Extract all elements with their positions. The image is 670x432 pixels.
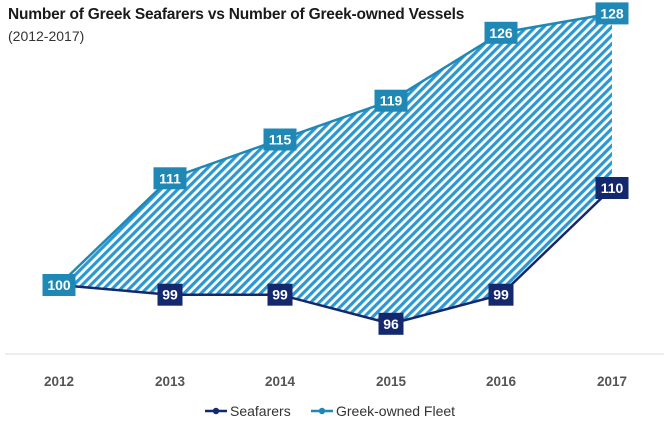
x-tick-label: 2015: [376, 374, 407, 389]
fleet-data-label: 119: [374, 89, 408, 112]
seafarers-label-text: 99: [272, 287, 288, 303]
fleet-label-box: [153, 167, 187, 190]
fleet-label-box: [374, 89, 408, 112]
fleet-label-text: 128: [600, 5, 624, 21]
seafarers-label-box: [378, 312, 404, 335]
x-tick-label: 2014: [265, 374, 296, 389]
seafarers-data-label: 110: [595, 177, 629, 199]
seafarers-label-text: 110: [601, 180, 624, 196]
seafarers-label-box: [267, 283, 293, 306]
fleet-label-text: 119: [380, 93, 403, 109]
seafarers-label-box: [488, 283, 514, 306]
legend-item-fleet: Greek-owned Fleet: [311, 403, 455, 419]
seafarers-label-text: 96: [383, 316, 399, 332]
seafarers-legend-marker: [212, 407, 220, 415]
fleet-legend-marker: [318, 407, 326, 415]
fleet-label-box: [595, 2, 629, 25]
legend-item-seafarers: Seafarers: [205, 403, 291, 419]
seafarers-legend-label: Seafarers: [230, 403, 291, 419]
fleet-data-label: 126: [484, 21, 518, 44]
x-tick-label: 2016: [486, 374, 517, 389]
fleet-label-text: 126: [489, 25, 513, 41]
chart-subtitle: (2012-2017): [8, 28, 85, 44]
fleet-label-box: [263, 128, 297, 151]
seafarers-line: [58, 187, 613, 326]
fleet-label-box: [42, 274, 76, 296]
seafarers-label-box: [595, 177, 629, 199]
seafarers-data-label: 99: [267, 283, 293, 306]
fleet-data-label: 111: [153, 167, 187, 190]
fleet-line: [58, 12, 613, 286]
x-tick-label: 2012: [44, 374, 74, 389]
chart-title: Number of Greek Seafarers vs Number of G…: [8, 6, 465, 23]
area-fill: [59, 13, 612, 324]
fleet-data-label: 128: [595, 2, 629, 25]
seafarers-data-label: 96: [378, 312, 404, 335]
seafarers-label-box: [157, 283, 183, 306]
seafarers-label-text: 99: [162, 287, 178, 303]
seafarers-data-label: 99: [488, 283, 514, 306]
fleet-data-label: 115: [263, 128, 297, 151]
fleet-legend-label: Greek-owned Fleet: [336, 403, 455, 419]
fleet-label-box: [484, 21, 518, 44]
fleet-data-label: 100: [42, 274, 76, 296]
fleet-label-text: 100: [47, 277, 71, 293]
x-tick-label: 2017: [597, 374, 627, 389]
fleet-label-text: 115: [269, 132, 292, 148]
fleet-label-text: 111: [159, 170, 181, 186]
seafarers-data-label: 99: [157, 283, 183, 306]
x-tick-label: 2013: [155, 374, 186, 389]
seafarers-label-text: 99: [493, 287, 509, 303]
